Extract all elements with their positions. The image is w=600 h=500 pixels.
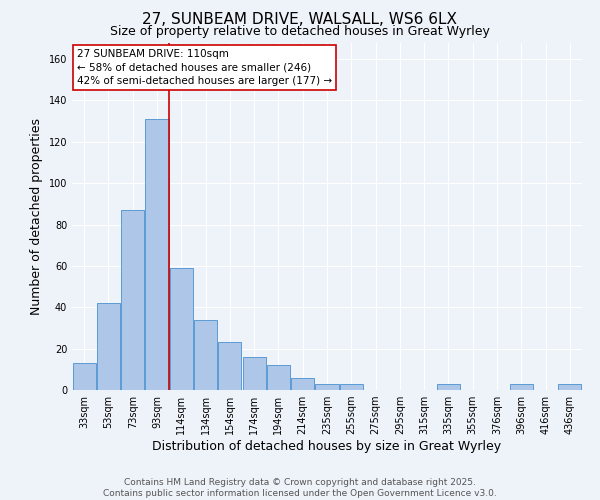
Bar (218, 342, 241, 390)
Bar (145, 119, 169, 390)
Y-axis label: Number of detached properties: Number of detached properties (30, 118, 43, 315)
Bar (437, 384, 460, 390)
Bar (170, 268, 193, 390)
X-axis label: Distribution of detached houses by size in Great Wyrley: Distribution of detached houses by size … (152, 440, 502, 453)
Bar (510, 384, 533, 390)
Bar (291, 378, 314, 390)
Text: Contains HM Land Registry data © Crown copyright and database right 2025.
Contai: Contains HM Land Registry data © Crown c… (103, 478, 497, 498)
Bar (73, 363, 95, 390)
Bar (242, 357, 266, 390)
Text: 27 SUNBEAM DRIVE: 110sqm
← 58% of detached houses are smaller (246)
42% of semi-: 27 SUNBEAM DRIVE: 110sqm ← 58% of detach… (77, 50, 332, 86)
Bar (194, 320, 217, 390)
Bar (267, 365, 290, 390)
Bar (559, 384, 581, 390)
Text: 27, SUNBEAM DRIVE, WALSALL, WS6 6LX: 27, SUNBEAM DRIVE, WALSALL, WS6 6LX (143, 12, 458, 28)
Bar (97, 303, 120, 390)
Text: Size of property relative to detached houses in Great Wyrley: Size of property relative to detached ho… (110, 25, 490, 38)
Bar (316, 384, 338, 390)
Bar (340, 384, 363, 390)
Bar (121, 210, 144, 390)
